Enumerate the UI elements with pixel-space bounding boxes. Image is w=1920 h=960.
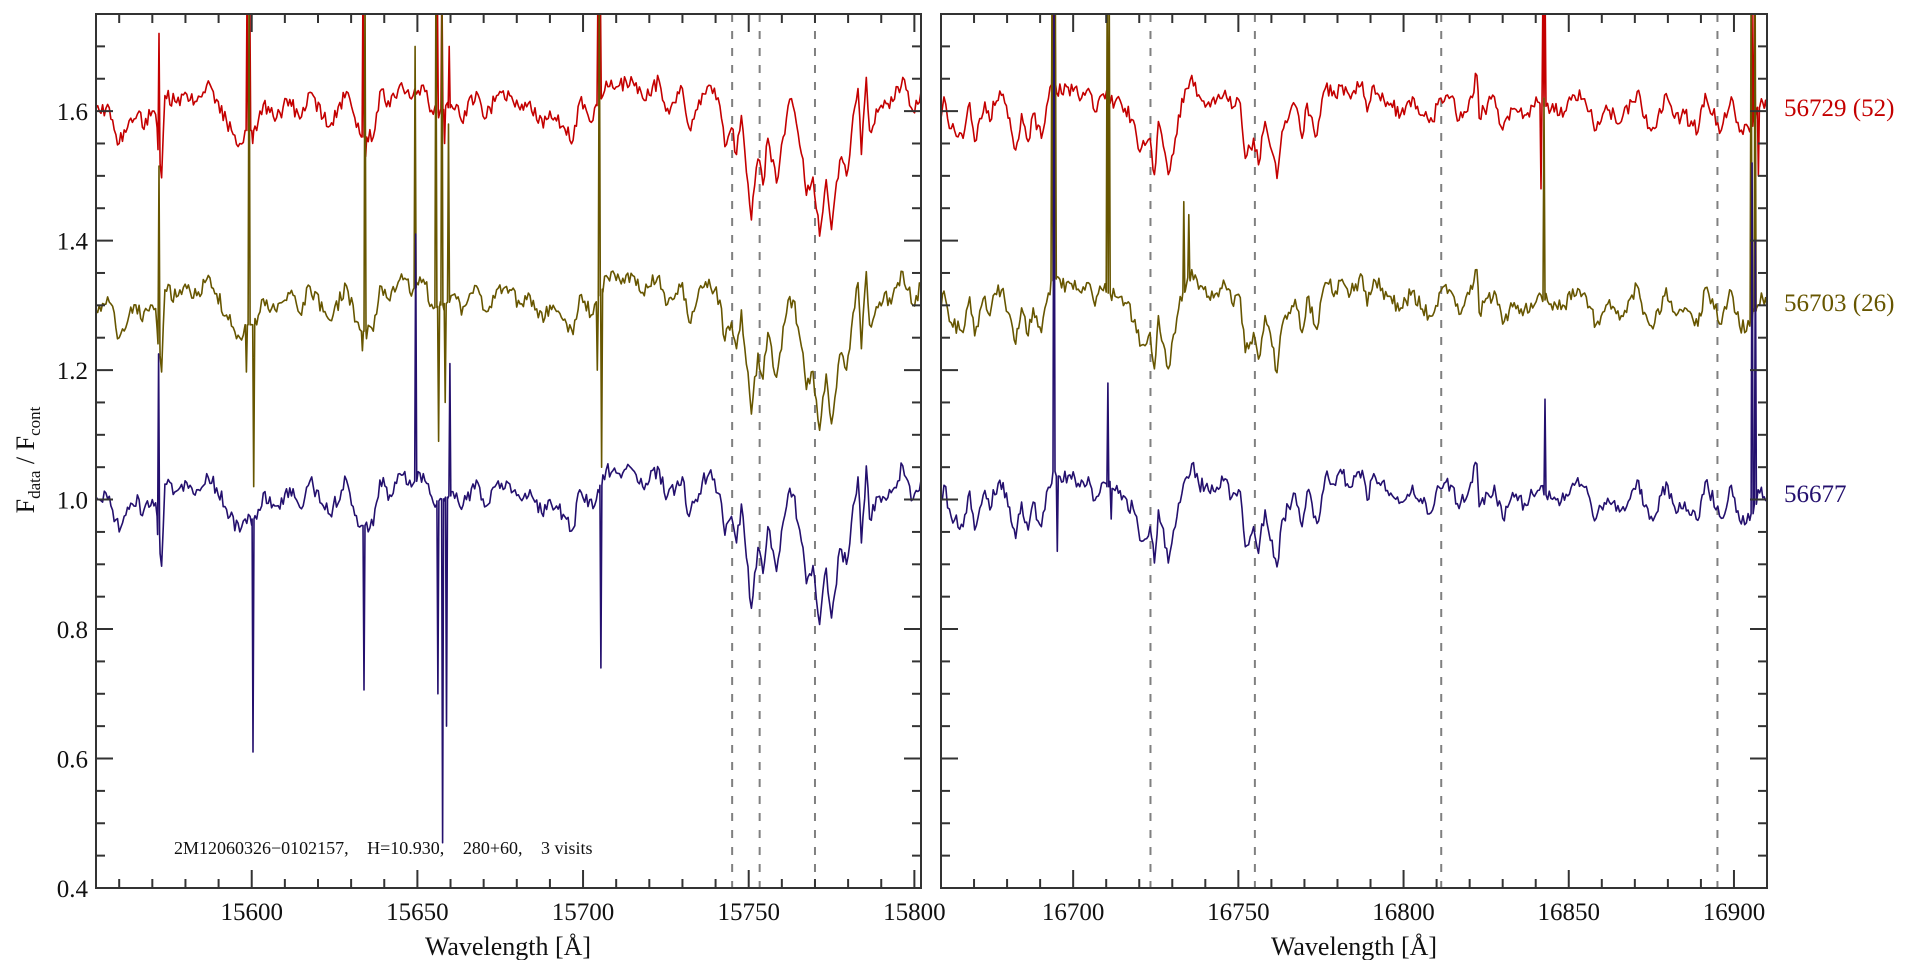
y-tick-label: 1.2 — [57, 358, 88, 385]
spectrum-line-56729 — [96, 14, 921, 237]
annotation: 2M12060326−0102157, H=10.930, 280+60, 3 … — [174, 838, 592, 858]
x-tick-label: 15750 — [717, 899, 780, 926]
spectrum-line-56729 — [941, 14, 1767, 190]
x-axis-label-left: Wavelength [Å] — [425, 932, 591, 960]
x-tick-label: 15700 — [552, 899, 615, 926]
spectrum-line-56677 — [941, 14, 1767, 568]
spectrum-line-56703 — [941, 14, 1767, 374]
x-tick-label: 16850 — [1538, 899, 1601, 926]
x-tick-label: 16700 — [1042, 899, 1105, 926]
series-label-56677: 56677 — [1784, 481, 1847, 508]
x-axis-label-right: Wavelength [Å] — [1271, 932, 1437, 960]
x-tick-label: 15800 — [883, 899, 946, 926]
y-label-f1: F — [11, 499, 40, 513]
spectrum-line-56703 — [96, 14, 921, 488]
y-axis-label: Fdata / Fcont — [11, 406, 44, 513]
y-tick-label: 1.4 — [57, 229, 89, 256]
y-tick-label: 0.4 — [57, 876, 89, 903]
left-panel: 15600 15650 15700 15750 15800 0.4 0.6 0.8 1.0 1.2… — [57, 13, 946, 926]
y-tick-label: 1.0 — [57, 488, 88, 515]
right-panel: 16700 16750 16800 16850 16900 — [940, 13, 1768, 926]
y-tick-label: 0.8 — [57, 617, 88, 644]
spectra-group — [941, 14, 1767, 568]
x-tick-label: 16800 — [1372, 899, 1435, 926]
y-tick-label: 1.6 — [57, 99, 88, 126]
spectrum-line-56677 — [96, 233, 921, 844]
annotation-visits: 3 visits — [541, 838, 593, 858]
y-label-sub2: cont — [25, 406, 44, 436]
y-tick-label: 0.6 — [57, 747, 88, 774]
x-tick-label: 16900 — [1703, 899, 1766, 926]
axes-frame — [95, 13, 922, 889]
x-tick-label: 15650 — [386, 899, 449, 926]
x-tick-label: 16750 — [1207, 899, 1270, 926]
annotation-star: 2M12060326−0102157, — [174, 838, 349, 858]
series-label-56729: 56729 (52) — [1784, 95, 1894, 122]
y-label-sep: / F — [11, 436, 40, 471]
spectra-group — [96, 14, 921, 844]
y-label-sub1: data — [25, 470, 44, 499]
axes-frame — [940, 13, 1768, 889]
annotation-hmag: H=10.930, — [367, 838, 444, 858]
x-tick-label: 15600 — [220, 899, 283, 926]
annotation-field: 280+60, — [463, 838, 523, 858]
series-label-56703: 56703 (26) — [1784, 290, 1894, 317]
